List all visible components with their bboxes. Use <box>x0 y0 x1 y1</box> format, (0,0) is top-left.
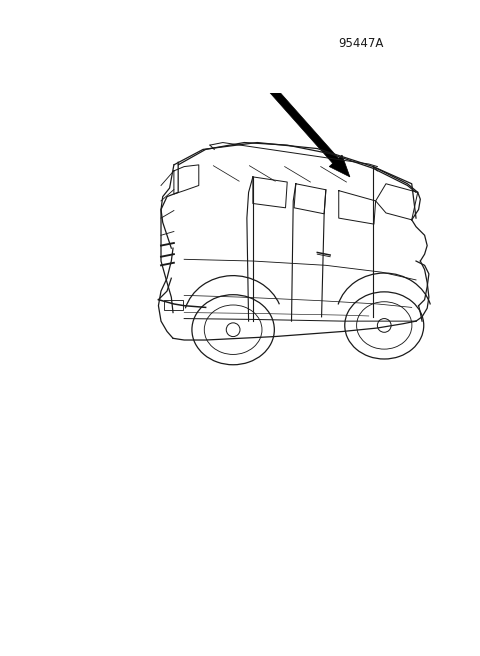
Text: 95447A: 95447A <box>339 37 384 51</box>
Circle shape <box>226 323 240 337</box>
Circle shape <box>299 65 303 70</box>
Text: 1339CC: 1339CC <box>296 0 342 3</box>
Circle shape <box>377 319 391 333</box>
Bar <box>165 300 183 310</box>
Circle shape <box>238 0 246 1</box>
Polygon shape <box>264 81 350 177</box>
